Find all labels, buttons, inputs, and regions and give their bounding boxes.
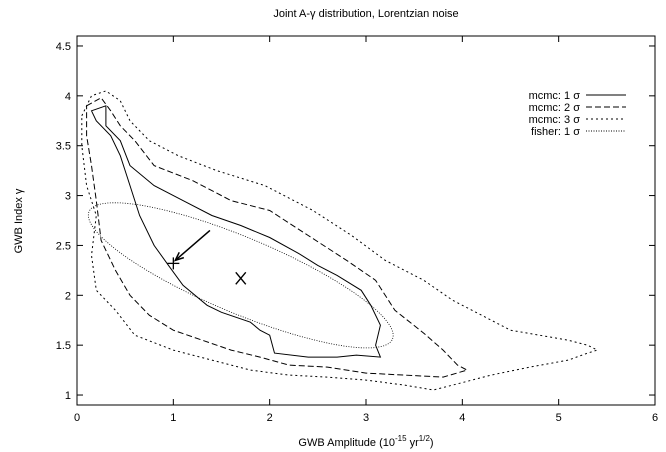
x-axis-title-main: GWB Amplitude (10 bbox=[298, 437, 395, 449]
x-axis-title-mid: yr bbox=[407, 437, 420, 449]
fisher-ellipse bbox=[87, 202, 394, 349]
y-tick-label: 4 bbox=[65, 91, 71, 103]
x-tick-label: 5 bbox=[556, 412, 562, 424]
legend-label: mcmc: 2 σ bbox=[529, 102, 581, 114]
y-tick-label: 1.5 bbox=[56, 340, 71, 352]
x-axis-title-exp1: -15 bbox=[395, 434, 407, 443]
x-tick-label: 0 bbox=[74, 412, 80, 424]
x-tick-label: 1 bbox=[170, 412, 176, 424]
x-axis-title: GWB Amplitude (10-15 yr1/2) bbox=[298, 434, 433, 449]
arrow-annotation bbox=[173, 229, 211, 262]
x-axis-title-exp2: 1/2 bbox=[419, 434, 431, 443]
x-tick-label: 4 bbox=[459, 412, 465, 424]
contour-lines bbox=[81, 90, 599, 391]
x-tick-label: 2 bbox=[267, 412, 273, 424]
y-axis-title: GWB Index γ bbox=[13, 188, 25, 253]
y-tick-label: 2 bbox=[65, 290, 71, 302]
y-tick-label: 2.5 bbox=[56, 240, 71, 252]
x-tick-label: 3 bbox=[363, 412, 369, 424]
cross-marker bbox=[235, 271, 247, 285]
legend-label: mcmc: 1 σ bbox=[529, 90, 581, 102]
y-tick-label: 1 bbox=[65, 390, 71, 402]
contour-1-sigma bbox=[90, 105, 382, 358]
axis-ticks: 0 1 2 3 4 5 611.522.533.544.5 bbox=[56, 36, 658, 424]
chart-title: Joint A-γ distribution, Lorentzian noise bbox=[273, 8, 458, 20]
legend-label: mcmc: 3 σ bbox=[529, 114, 581, 126]
y-tick-label: 3 bbox=[65, 191, 71, 203]
legend-label: fisher: 1 σ bbox=[531, 126, 580, 138]
point-markers bbox=[167, 229, 247, 285]
x-tick-label: 6 bbox=[652, 412, 658, 424]
x-axis-title-end: ) bbox=[430, 437, 434, 449]
plus-marker bbox=[167, 257, 180, 270]
y-tick-label: 3.5 bbox=[56, 141, 71, 153]
contour-2-sigma bbox=[86, 97, 469, 378]
y-tick-label: 4.5 bbox=[56, 41, 71, 53]
